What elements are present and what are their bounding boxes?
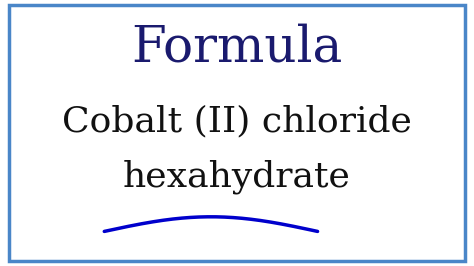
Text: hexahydrate: hexahydrate: [123, 160, 351, 194]
Text: Cobalt (II) chloride: Cobalt (II) chloride: [62, 104, 412, 138]
Text: Formula: Formula: [131, 23, 343, 73]
FancyBboxPatch shape: [9, 5, 465, 261]
